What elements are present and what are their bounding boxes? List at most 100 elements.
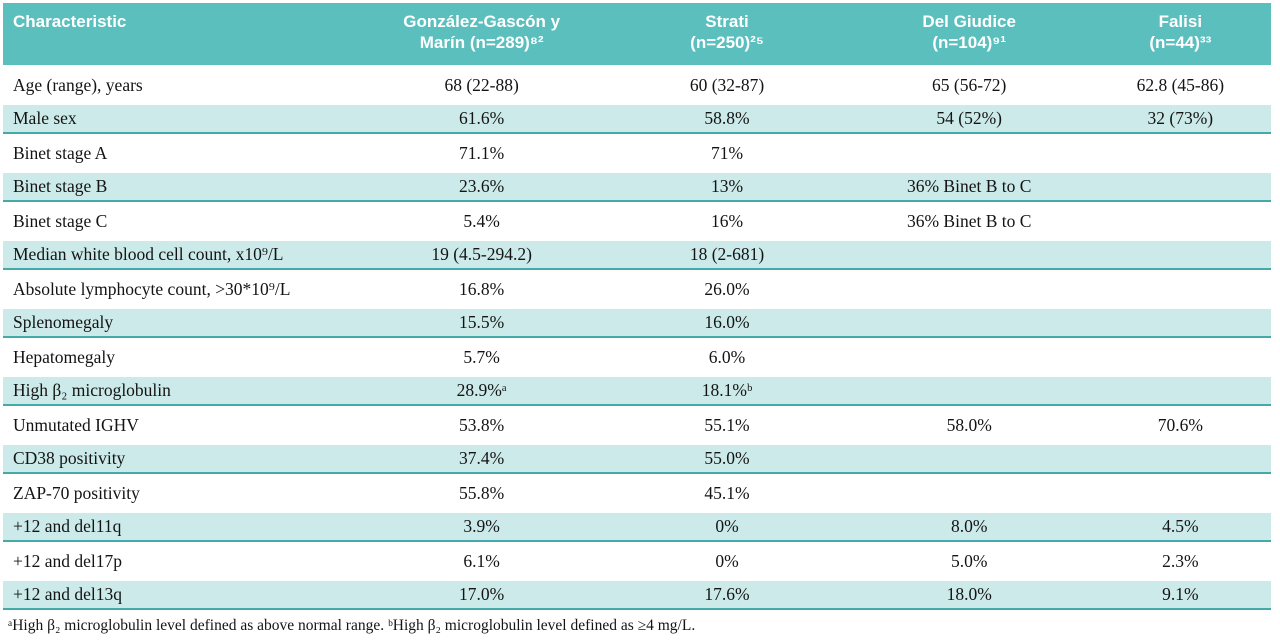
row-value: 16.8% <box>459 279 505 299</box>
table-row: CD38 positivity 37.4% 55.0% <box>3 445 1271 474</box>
table-row: Splenomegaly 15.5% 16.0% <box>3 309 1271 338</box>
row-value <box>1090 201 1271 241</box>
row-value: 2.3% <box>1162 551 1199 571</box>
row-value: 26.0% <box>704 279 750 299</box>
table-row: Binet stage C 5.4% 16% 36% Binet B to C <box>3 201 1271 241</box>
row-label: Absolute lymphocyte count, >30*10⁹/L <box>13 279 291 299</box>
header-line2: (n=44)³³ <box>1149 33 1212 52</box>
row-value: 58.8% <box>605 105 849 134</box>
row-value: 18.1%ᵇ <box>605 377 849 406</box>
table-row: Median white blood cell count, x10⁹/L 19… <box>3 241 1271 270</box>
row-value: 17.0% <box>358 581 606 610</box>
row-value: 62.8 (45-86) <box>1136 74 1225 95</box>
table-row: Age (range), years 68 (22-88) 60 (32-87)… <box>3 65 1271 105</box>
row-value: 4.5% <box>1089 513 1271 542</box>
table-row: Male sex 61.6% 58.8% 54 (52%) 32 (73%) <box>3 105 1271 134</box>
row-value <box>849 337 1090 377</box>
row-value: 58.0% <box>946 415 992 435</box>
table-row: Binet stage A 71.1% 71% <box>3 133 1271 173</box>
header-line1: Falisi <box>1158 12 1203 31</box>
row-value: 32 (73%) <box>1089 105 1271 134</box>
row-value <box>1090 473 1271 513</box>
row-label: Binet stage A <box>13 143 108 163</box>
row-value <box>1090 133 1271 173</box>
row-label: Unmutated IGHV <box>13 415 139 435</box>
table-row: +12 and del13q 17.0% 17.6% 18.0% 9.1% <box>3 581 1271 610</box>
row-label: Splenomegaly <box>3 309 359 338</box>
header-line1: González-Gascón y <box>403 12 561 31</box>
row-value: 9.1% <box>1089 581 1271 610</box>
row-value <box>849 133 1090 173</box>
row-value <box>849 269 1090 309</box>
row-value: 36% Binet B to C <box>906 211 1032 231</box>
row-value: 15.5% <box>358 309 606 338</box>
row-value: 18 (2-681) <box>605 241 849 270</box>
row-value: 0% <box>715 551 739 571</box>
row-value <box>1089 173 1271 202</box>
row-value: 6.1% <box>463 551 500 571</box>
row-label: Age (range), years <box>13 74 143 95</box>
row-label: +12 and del11q <box>3 513 359 542</box>
row-value <box>1089 241 1271 270</box>
row-label: Binet stage C <box>13 211 108 231</box>
header-cell-falisi: Falisi (n=44)³³ <box>1089 3 1271 65</box>
footnote: ᵃHigh β₂ microglobulin level defined as … <box>8 617 696 634</box>
table-body: Age (range), years 68 (22-88) 60 (32-87)… <box>3 65 1271 610</box>
row-value: 68 (22-88) <box>444 74 519 95</box>
row-value: 13% <box>605 173 849 202</box>
row-value: 0% <box>605 513 849 542</box>
header-line2: (n=250)²⁵ <box>690 33 764 52</box>
row-value: 16.0% <box>605 309 849 338</box>
row-value: 19 (4.5-294.2) <box>358 241 606 270</box>
row-value: 61.6% <box>358 105 606 134</box>
header-line1: Strati <box>705 12 749 31</box>
row-value <box>848 309 1090 338</box>
header-line2: (n=104)⁹¹ <box>932 33 1007 52</box>
row-label: Hepatomegaly <box>13 347 116 367</box>
table-row: ZAP-70 positivity 55.8% 45.1% <box>3 473 1271 513</box>
table-row: Absolute lymphocyte count, >30*10⁹/L 16.… <box>3 269 1271 309</box>
row-value: 70.6% <box>1157 415 1203 435</box>
header-cell-del-giudice: Del Giudice (n=104)⁹¹ <box>848 3 1090 65</box>
row-value <box>849 473 1090 513</box>
table-row: +12 and del11q 3.9% 0% 8.0% 4.5% <box>3 513 1271 542</box>
row-value: 23.6% <box>358 173 606 202</box>
row-value: 5.4% <box>463 211 500 231</box>
header-cell-characteristic: Characteristic <box>3 3 359 65</box>
row-label: Male sex <box>3 105 359 134</box>
row-value: 55.0% <box>605 445 849 474</box>
header-row: Characteristic González-Gascón y Marín (… <box>3 3 1271 65</box>
table-row: Unmutated IGHV 53.8% 55.1% 58.0% 70.6% <box>3 405 1271 445</box>
row-value: 71.1% <box>459 143 505 163</box>
row-value <box>1090 269 1271 309</box>
row-label: High β₂ microglobulin <box>3 377 359 406</box>
header-line2: Marín (n=289)⁸² <box>419 33 544 52</box>
row-value <box>1089 309 1271 338</box>
row-value: 5.7% <box>463 347 500 367</box>
row-value <box>848 377 1090 406</box>
row-label: +12 and del13q <box>3 581 359 610</box>
row-value: 6.0% <box>708 347 746 367</box>
row-value: 71% <box>710 143 744 163</box>
row-label: Binet stage B <box>3 173 359 202</box>
row-value: 45.1% <box>704 483 750 503</box>
table-row: +12 and del17p 6.1% 0% 5.0% 2.3% <box>3 541 1271 581</box>
table-row: Hepatomegaly 5.7% 6.0% <box>3 337 1271 377</box>
row-label: ZAP-70 positivity <box>13 483 140 503</box>
row-label: CD38 positivity <box>3 445 359 474</box>
row-value: 37.4% <box>358 445 606 474</box>
row-value: 3.9% <box>358 513 606 542</box>
table-row: Binet stage B 23.6% 13% 36% Binet B to C <box>3 173 1271 202</box>
row-value: 53.8% <box>459 415 505 435</box>
row-value: 36% Binet B to C <box>848 173 1090 202</box>
row-value <box>1089 445 1271 474</box>
row-label: +12 and del17p <box>13 551 123 571</box>
row-value <box>1089 377 1271 406</box>
row-value: 55.1% <box>704 415 750 435</box>
row-value: 5.0% <box>950 551 988 571</box>
characteristics-table: Characteristic González-Gascón y Marín (… <box>3 3 1271 610</box>
row-value: 55.8% <box>459 483 505 503</box>
header-cell-gonzalez: González-Gascón y Marín (n=289)⁸² <box>358 3 606 65</box>
row-value: 16% <box>710 211 744 231</box>
